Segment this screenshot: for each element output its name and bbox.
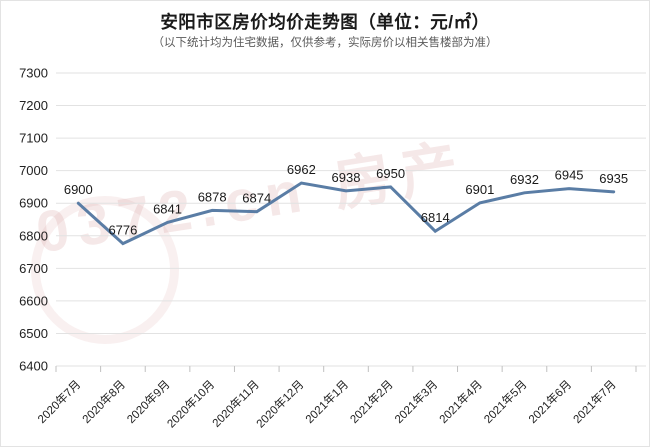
y-axis-tick-label: 6600 bbox=[19, 293, 48, 308]
x-axis-label: 2020年10月 bbox=[164, 377, 217, 430]
y-axis-tick-label: 7000 bbox=[19, 163, 48, 178]
data-point-label: 6874 bbox=[242, 191, 271, 206]
x-axis-label: 2020年7月 bbox=[35, 377, 84, 426]
data-point-label: 6945 bbox=[555, 168, 584, 183]
y-axis-tick-label: 6400 bbox=[19, 359, 48, 374]
data-point-label: 6935 bbox=[599, 171, 628, 186]
chart-title: 安阳市区房价均价走势图（单位：元/㎡） bbox=[160, 12, 490, 32]
data-point-label: 6938 bbox=[332, 170, 361, 185]
x-axis-label: 2020年9月 bbox=[124, 377, 173, 426]
data-point-label: 6932 bbox=[510, 172, 539, 187]
y-axis-tick-label: 7200 bbox=[19, 98, 48, 113]
data-point-label: 6841 bbox=[153, 201, 182, 216]
data-point-label: 6878 bbox=[198, 189, 227, 204]
y-axis-tick-label: 7300 bbox=[19, 66, 48, 81]
x-axis-label: 2021年4月 bbox=[436, 377, 485, 426]
data-point-label: 6814 bbox=[421, 210, 450, 225]
y-axis-tick-label: 6500 bbox=[19, 326, 48, 341]
x-axis-label: 2020年12月 bbox=[253, 377, 306, 430]
data-point-label: 6776 bbox=[108, 223, 137, 238]
data-point-label: 6901 bbox=[465, 182, 494, 197]
x-axis-label: 2021年3月 bbox=[392, 377, 441, 426]
x-axis-label: 2021年7月 bbox=[570, 377, 619, 426]
price-line bbox=[76, 181, 616, 246]
y-axis-tick-label: 6800 bbox=[19, 228, 48, 243]
data-point-label: 6950 bbox=[376, 166, 405, 181]
x-axis-label: 2020年8月 bbox=[79, 377, 128, 426]
y-axis-tick-label: 6900 bbox=[19, 196, 48, 211]
x-axis-label: 2021年2月 bbox=[347, 377, 396, 426]
data-point-label: 6962 bbox=[287, 162, 316, 177]
y-axis-tick-label: 7100 bbox=[19, 131, 48, 146]
data-point-label: 6900 bbox=[64, 182, 93, 197]
chart-subtitle: （以下统计均为住宅数据，仅供参考，实际房价以相关售楼部为准） bbox=[152, 37, 498, 49]
x-axis-label: 2021年1月 bbox=[302, 377, 351, 426]
x-axis-label: 2021年5月 bbox=[481, 377, 530, 426]
y-axis-tick-label: 6700 bbox=[19, 261, 48, 276]
x-axis-label: 2021年6月 bbox=[525, 377, 574, 426]
